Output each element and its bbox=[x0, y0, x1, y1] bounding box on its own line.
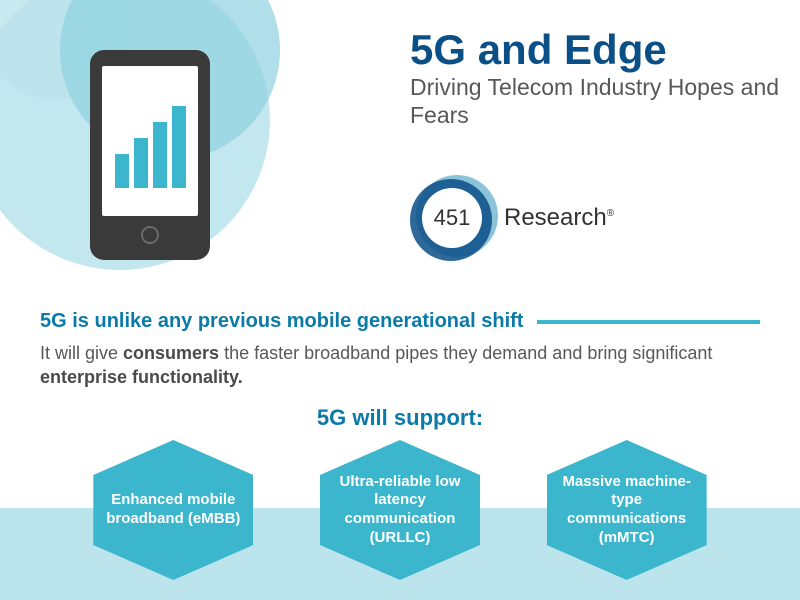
hex-urllc: Ultra-reliable low latency communication… bbox=[320, 440, 480, 580]
signal-bar-2 bbox=[134, 138, 148, 188]
phone-home-button-icon bbox=[141, 226, 159, 244]
hex-mmtc: Massive machine-type communications (mMT… bbox=[547, 440, 707, 580]
section-body: It will give consumers the faster broadb… bbox=[40, 341, 760, 390]
hex-container: Enhanced mobile broadband (eMBB) Ultra-r… bbox=[0, 440, 800, 580]
section-headline: 5G is unlike any previous mobile generat… bbox=[40, 310, 523, 333]
logo-text: Research® bbox=[504, 204, 614, 232]
logo-number: 451 bbox=[422, 188, 482, 248]
title-block: 5G and Edge Driving Telecom Industry Hop… bbox=[410, 28, 780, 129]
support-title: 5G will support: bbox=[0, 405, 800, 431]
phone-icon bbox=[90, 50, 210, 260]
main-subtitle: Driving Telecom Industry Hopes and Fears bbox=[410, 74, 780, 129]
hex-row: Enhanced mobile broadband (eMBB) Ultra-r… bbox=[0, 440, 800, 600]
logo-circles: 451 bbox=[410, 175, 496, 261]
main-title: 5G and Edge bbox=[410, 28, 780, 72]
signal-bar-1 bbox=[115, 154, 129, 188]
signal-bar-3 bbox=[153, 122, 167, 188]
headline-row: 5G is unlike any previous mobile generat… bbox=[40, 310, 760, 333]
intro-section: 5G is unlike any previous mobile generat… bbox=[0, 310, 800, 390]
signal-bar-4 bbox=[172, 106, 186, 188]
hex-embb: Enhanced mobile broadband (eMBB) bbox=[93, 440, 253, 580]
hero-section: 5G and Edge Driving Telecom Industry Hop… bbox=[0, 0, 800, 290]
company-logo: 451 Research® bbox=[410, 175, 614, 261]
divider-line bbox=[537, 320, 760, 324]
phone-screen bbox=[102, 66, 198, 216]
